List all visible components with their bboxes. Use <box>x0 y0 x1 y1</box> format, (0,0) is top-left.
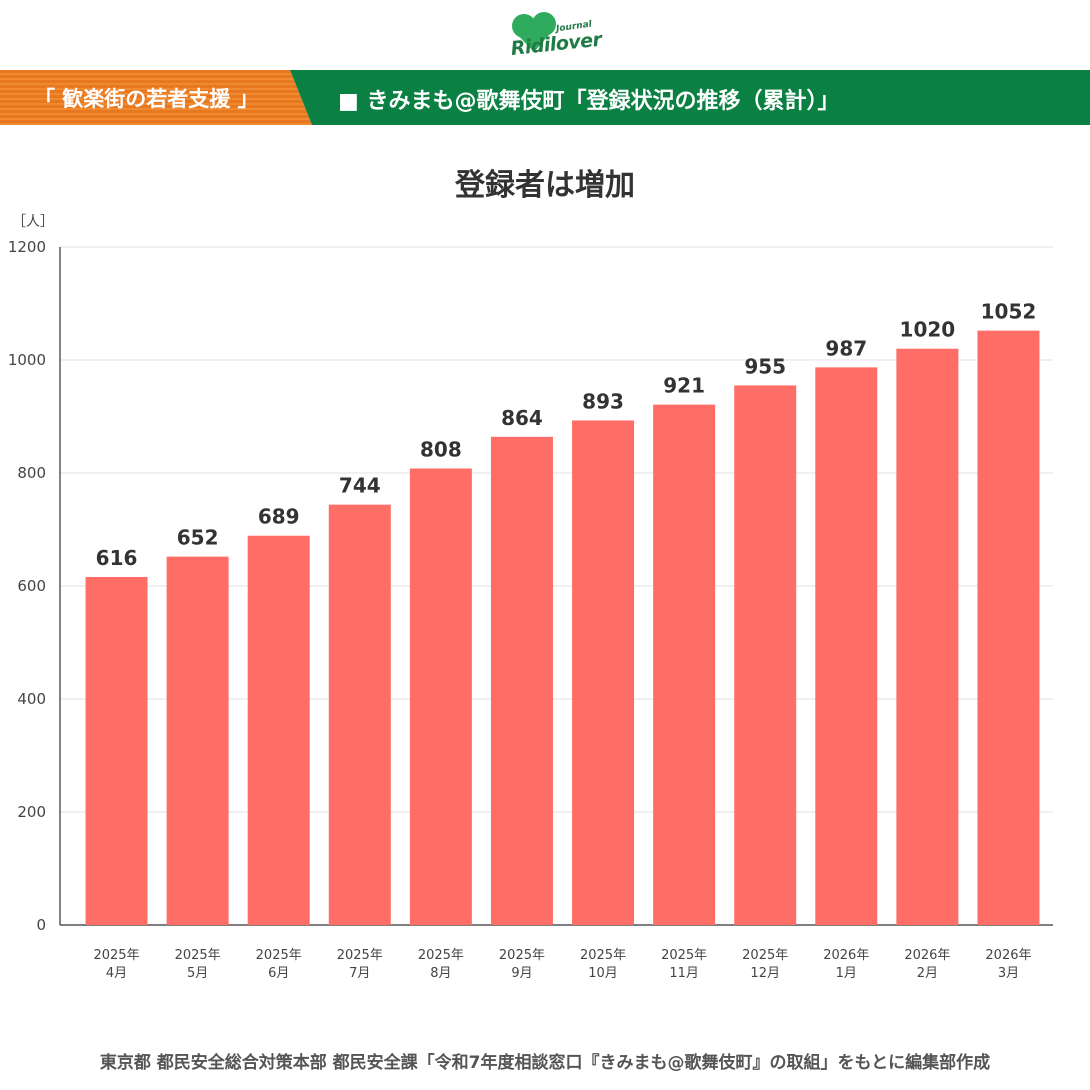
x-tick-label-month: 8月 <box>430 966 451 981</box>
x-tick-label-month: 12月 <box>750 966 780 981</box>
data-label: 893 <box>582 389 624 413</box>
y-tick-label: 400 <box>17 690 46 708</box>
x-tick-label-year: 2025年 <box>580 948 626 963</box>
data-label: 1020 <box>900 318 956 342</box>
y-tick-label: 200 <box>17 803 46 821</box>
data-label: 616 <box>96 546 138 570</box>
bar <box>247 535 310 925</box>
data-label: 808 <box>420 437 462 461</box>
x-tick-label-year: 2026年 <box>985 948 1031 963</box>
x-tick-label-month: 11月 <box>669 966 699 981</box>
y-tick-label: 800 <box>17 464 46 482</box>
data-label: 987 <box>825 336 867 360</box>
series-label: 「 歓楽街の若者支援 」 <box>34 87 259 111</box>
x-tick-label-month: 10月 <box>588 966 618 981</box>
x-tick-label-year: 2025年 <box>256 948 302 963</box>
bar <box>815 367 878 926</box>
y-tick-label: 1000 <box>8 351 46 369</box>
x-tick-label-year: 2025年 <box>661 948 707 963</box>
bar <box>328 504 391 925</box>
x-tick-label-month: 4月 <box>106 966 127 981</box>
y-tick-label: 600 <box>17 577 46 595</box>
x-tick-label-month: 3月 <box>998 966 1019 981</box>
source-note: 東京都 都民安全総合対策本部 都民安全課「令和7年度相談窓口『きみまも@歌舞伎町… <box>99 1053 991 1073</box>
x-tick-label-year: 2025年 <box>93 948 139 963</box>
data-label: 1052 <box>981 300 1037 324</box>
y-tick-label: 1200 <box>8 238 46 256</box>
x-tick-label-year: 2025年 <box>337 948 383 963</box>
bar <box>896 348 959 925</box>
bar <box>166 556 229 925</box>
chart-title: 登録者は増加 <box>455 168 635 203</box>
bar <box>490 436 553 925</box>
x-tick-label-year: 2025年 <box>175 948 221 963</box>
data-label: 689 <box>258 505 300 529</box>
x-tick-label-year: 2025年 <box>499 948 545 963</box>
bar <box>409 468 472 925</box>
heart-logo-icon <box>512 12 556 52</box>
banner-right-section <box>290 70 1090 125</box>
x-tick-label-year: 2026年 <box>904 948 950 963</box>
data-label: 744 <box>339 474 381 498</box>
ridilover-logo: Journal Ridilover <box>504 8 602 64</box>
data-label: 864 <box>501 406 543 430</box>
x-tick-label-year: 2026年 <box>823 948 869 963</box>
data-label: 955 <box>744 354 786 378</box>
x-tick-label-year: 2025年 <box>742 948 788 963</box>
header-banner: 「 歓楽街の若者支援 」 ■ きみまも@歌舞伎町「登録状況の推移（累計）」 <box>0 70 1090 125</box>
banner-left-section <box>0 70 312 125</box>
x-tick-label-month: 2月 <box>917 966 938 981</box>
bar-chart: 0 200 400 600 800 1000 1200 616 2025年 4月 652 2025年 5… <box>8 238 1053 981</box>
x-tick-label-month: 9月 <box>511 966 532 981</box>
x-tick-label-month: 7月 <box>349 966 370 981</box>
article-chart-heading: ■ きみまも@歌舞伎町「登録状況の推移（累計）」 <box>338 89 840 114</box>
x-tick-label-month: 1月 <box>836 966 857 981</box>
x-tick-label-month: 5月 <box>187 966 208 981</box>
bar <box>977 330 1040 925</box>
y-tick-label: 0 <box>36 916 46 934</box>
x-tick-label-year: 2025年 <box>418 948 464 963</box>
data-label: 652 <box>177 526 219 550</box>
y-axis-unit: ［人］ <box>12 214 54 230</box>
bar <box>572 420 635 925</box>
x-tick-label-month: 6月 <box>268 966 289 981</box>
bar <box>734 385 797 925</box>
bar <box>653 404 716 925</box>
data-label: 921 <box>663 374 705 398</box>
bar <box>85 576 148 925</box>
